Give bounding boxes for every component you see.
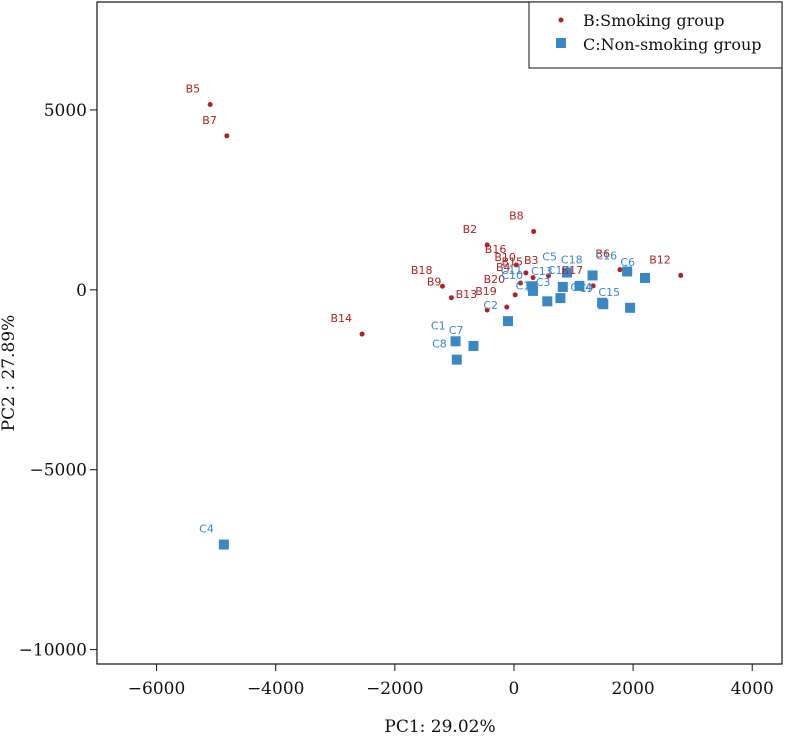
x-axis-title: PC1: 29.02% [384, 717, 495, 737]
x-tick-label: 0 [509, 679, 520, 699]
point-label-c15: C15 [598, 286, 620, 299]
point-b16 [513, 262, 519, 268]
data-points [207, 102, 684, 550]
point-c16 [622, 266, 633, 277]
x-tick-label: 4000 [731, 679, 774, 699]
point-label-c8: C8 [432, 338, 447, 351]
point-b7 [224, 133, 230, 139]
point-label-c2: C2 [483, 299, 498, 312]
point-label-c13: C13 [531, 265, 553, 278]
point-label-c5: C5 [542, 251, 557, 264]
point-label-c18: C18 [561, 253, 583, 266]
point-label-b10: B10 [494, 251, 516, 264]
point-label-c3: C3 [536, 276, 551, 289]
point-label-c1: C1 [431, 319, 446, 332]
point-c18 [587, 270, 598, 281]
point-b18 [439, 283, 445, 289]
point-b12 [678, 272, 684, 278]
point-b15 [530, 275, 536, 281]
point-c13 [557, 281, 568, 292]
x-tick-label: 2000 [611, 679, 654, 699]
point-c10 [528, 285, 539, 296]
point-c8 [451, 354, 462, 365]
point-b17 [590, 283, 596, 289]
point-label-b9: B9 [427, 276, 442, 289]
point-b5 [207, 102, 213, 108]
point-label-c9: C9 [579, 282, 594, 295]
legend-label-smoking: B:Smoking group [583, 11, 724, 30]
point-b9 [448, 295, 454, 301]
point-b13 [484, 307, 490, 313]
point-label-b19: B19 [475, 285, 497, 298]
point-c3 [555, 293, 566, 304]
point-label-c16: C16 [595, 249, 617, 262]
legend: B:Smoking group C:Non-smoking group [528, 1, 783, 69]
point-c17 [574, 280, 585, 291]
point-label-c6: C6 [620, 256, 635, 269]
point-c1 [450, 336, 461, 347]
point-b2 [484, 242, 490, 248]
point-label-b18: B18 [411, 264, 433, 277]
point-label-b13: B13 [456, 288, 478, 301]
point-b4 [518, 280, 524, 286]
point-c5 [561, 267, 572, 278]
point-label-c4: C4 [199, 523, 214, 536]
point-b10 [523, 270, 529, 276]
point-label-c17: C17 [548, 264, 570, 277]
point-label-b8: B8 [509, 210, 524, 223]
point-c6 [640, 272, 650, 283]
point-label-b4: B4 [496, 261, 511, 274]
point-c15 [625, 302, 636, 313]
point-b19 [504, 304, 510, 310]
point-b6 [617, 267, 623, 273]
point-label-b14: B14 [331, 312, 353, 325]
point-b8 [531, 229, 537, 235]
x-tick-label: −2000 [366, 679, 424, 699]
point-label-c14: C14 [570, 281, 592, 294]
point-label-b17: B17 [562, 264, 584, 277]
point-label-b5: B5 [186, 83, 201, 96]
point-c12 [542, 296, 553, 307]
point-b14 [359, 331, 365, 337]
point-label-c10: C10 [501, 269, 523, 282]
point-label-b7: B7 [202, 114, 217, 127]
point-label-b3: B3 [524, 254, 539, 267]
point-b3 [546, 273, 552, 279]
x-tick-label: −4000 [247, 679, 305, 699]
point-c9 [598, 299, 609, 310]
point-label-b2: B2 [463, 223, 478, 236]
y-tick-label: −5000 [29, 461, 87, 481]
point-label-c7: C7 [449, 324, 464, 337]
point-label-c12: C12 [516, 279, 538, 292]
y-axis-title: PC2 : 27.89% [0, 315, 19, 432]
point-label-b15: B15 [501, 256, 523, 269]
point-label-c11: C11 [501, 264, 523, 277]
plot-frame [96, 1, 783, 665]
legend-marker-nonsmoking [556, 38, 566, 48]
y-tick-label: 5000 [44, 101, 87, 121]
legend-box [528, 1, 783, 69]
x-tick-label: −6000 [128, 679, 186, 699]
point-label-b16: B16 [485, 243, 507, 256]
point-label-b12: B12 [649, 253, 671, 266]
point-label-b6: B6 [595, 248, 610, 261]
legend-marker-smoking [558, 17, 564, 23]
point-c4 [218, 539, 229, 550]
y-tick-label: 0 [76, 281, 87, 301]
y-tick-label: −10000 [19, 641, 87, 661]
point-c7 [468, 340, 479, 351]
point-b20 [512, 292, 518, 298]
legend-label-nonsmoking: C:Non-smoking group [583, 35, 762, 54]
point-c2 [503, 316, 513, 327]
axes: −6000 −4000 −2000 0 2000 4000 −10000 −5000 0 5000 [19, 101, 774, 699]
point-label-b20: B20 [484, 273, 506, 286]
